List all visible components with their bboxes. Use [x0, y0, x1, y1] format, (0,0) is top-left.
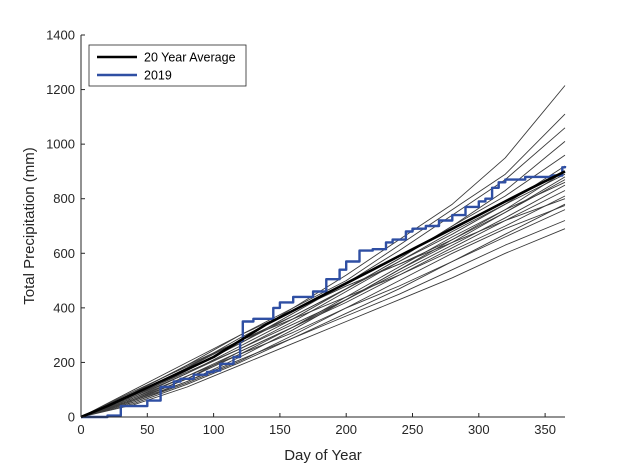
- series-2019-line: [81, 166, 567, 419]
- x-tick-label: 150: [269, 422, 291, 437]
- legend: 20 Year Average 2019: [88, 44, 247, 87]
- x-tick-label: 300: [468, 422, 490, 437]
- year-line-19: [80, 173, 566, 418]
- y-tick-label: 1000: [46, 137, 75, 152]
- year-line-6: [80, 154, 566, 418]
- x-tick-label: 50: [140, 422, 154, 437]
- x-tick-label: 250: [402, 422, 424, 437]
- highlight-lines: [80, 166, 567, 419]
- y-tick-label: 600: [53, 246, 75, 261]
- y-axis-label: Total Precipitation (mm): [21, 147, 38, 305]
- average-line: [80, 170, 566, 419]
- y-tick-label: 400: [53, 300, 75, 315]
- y-tick-label: 200: [53, 355, 75, 370]
- x-tick-label: 200: [335, 422, 357, 437]
- year-line-3: [80, 113, 566, 418]
- year-line-13: [80, 195, 566, 418]
- x-tick-label: 0: [77, 422, 84, 437]
- y-tick-label: 800: [53, 191, 75, 206]
- legend-label: 2019: [144, 69, 172, 83]
- individual-year-lines: [80, 85, 566, 418]
- year-line-4: [80, 127, 566, 418]
- x-tick-label: 350: [534, 422, 556, 437]
- x-tick-label: 100: [203, 422, 225, 437]
- year-line-10: [80, 179, 566, 418]
- y-tick-label: 1200: [46, 82, 75, 97]
- x-axis-label: Day of Year: [284, 447, 362, 464]
- legend-box: [88, 44, 247, 87]
- y-tick-label: 1400: [46, 28, 75, 43]
- y-tick-label: 0: [68, 410, 75, 425]
- axes: 0 50 100 150 200 250 300 350 0 200 400 600 800 1000 12…: [46, 28, 565, 437]
- legend-label: 20 Year Average: [144, 51, 236, 65]
